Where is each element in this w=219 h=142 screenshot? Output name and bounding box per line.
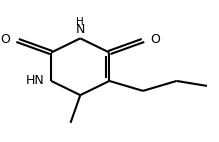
Text: N: N — [76, 23, 85, 36]
Text: HN: HN — [26, 74, 45, 87]
Text: O: O — [150, 33, 160, 46]
Text: H: H — [76, 17, 84, 27]
Text: O: O — [1, 33, 11, 46]
